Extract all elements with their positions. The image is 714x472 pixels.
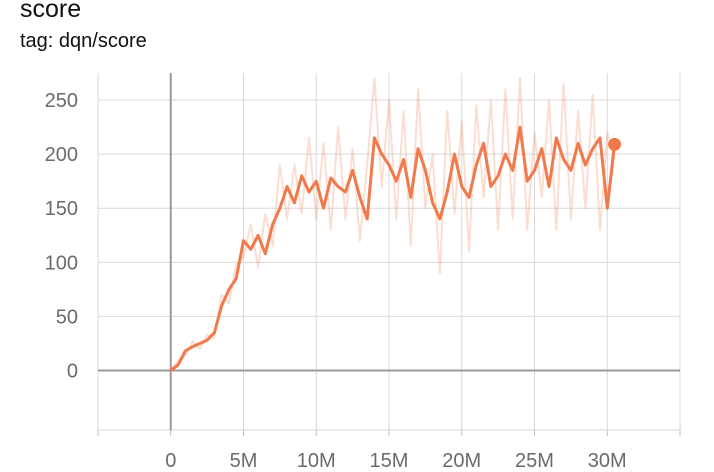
y-tick-label-1: 50 [56,306,78,328]
y-tick-label-0: 0 [67,361,78,383]
smoothed-score-line [169,125,616,372]
y-tick-label-5: 250 [45,90,78,112]
y-tick-label-4: 200 [45,144,78,166]
series-group [169,77,622,372]
chart-tag: tag: dqn/score [20,30,147,52]
x-tick-label-3: 15M [370,450,409,472]
tick-labels: 0 50 100 150 200 250 0 5M 10M 15M 20M 25M 30M [45,90,627,472]
x-tick-label-0: 0 [165,450,176,472]
x-tick-label-1: 5M [230,450,258,472]
grid-lines [97,73,681,436]
x-tick-label-2: 10M [297,450,336,472]
x-tick-label-6: 30M [588,450,627,472]
y-tick-label-2: 100 [45,252,78,274]
y-tick-label-3: 150 [45,198,78,220]
chart-title: score [20,0,82,23]
last-point-marker [608,137,622,151]
raw-score-line [169,77,616,372]
x-tick-label-5: 25M [515,450,554,472]
x-tick-label-4: 20M [442,450,481,472]
